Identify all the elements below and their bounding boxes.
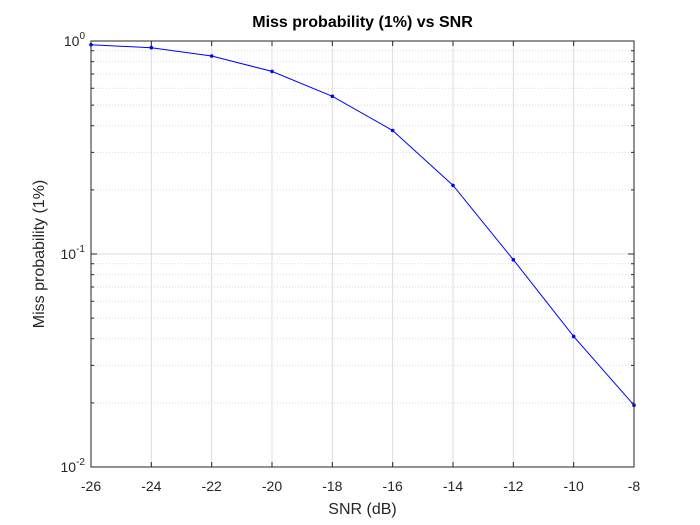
data-point	[511, 257, 516, 262]
data-point	[330, 94, 335, 99]
data-point	[571, 334, 576, 339]
x-axis-label: SNR (dB)	[328, 501, 396, 518]
x-tick-label: -16	[383, 478, 403, 494]
y-tick-label-base: 10	[61, 459, 77, 475]
x-tick-label: -22	[202, 478, 222, 494]
y-tick-label-exponent: -2	[76, 457, 85, 468]
series-line	[90, 44, 635, 406]
x-tick-label: -26	[81, 478, 101, 494]
x-tick-label: -18	[322, 478, 342, 494]
chart-title: Miss probability (1%) vs SNR	[252, 14, 473, 31]
x-tick-label: -12	[503, 478, 523, 494]
data-point	[270, 69, 274, 74]
minor-grid	[91, 50, 634, 404]
data-points	[89, 42, 636, 408]
y-tick-label: 10-2	[61, 457, 86, 475]
x-tick-label: -14	[443, 478, 463, 494]
data-point	[209, 54, 214, 58]
y-tick-label-exponent: 0	[79, 31, 85, 42]
data-lines	[90, 44, 635, 406]
x-tick-label: -24	[141, 478, 161, 494]
y-tick-label-base: 10	[64, 33, 80, 49]
y-axis-label: Miss probability (1%)	[31, 180, 48, 328]
x-tick-label: -10	[564, 478, 584, 494]
data-point	[149, 45, 154, 50]
data-point	[390, 128, 395, 133]
tick-marks	[90, 40, 635, 468]
x-tick-labels: -26 -24 -22 -20 -18 -16 -14 -12 -10 -8	[81, 478, 641, 494]
y-tick-label: 10-1	[61, 244, 86, 262]
y-tick-label: 100	[64, 31, 86, 49]
data-point	[451, 183, 455, 188]
y-tick-label-exponent: -1	[76, 244, 85, 255]
x-tick-label: -8	[628, 478, 641, 494]
x-tick-label: -20	[262, 478, 282, 494]
y-tick-label-base: 10	[61, 246, 77, 262]
